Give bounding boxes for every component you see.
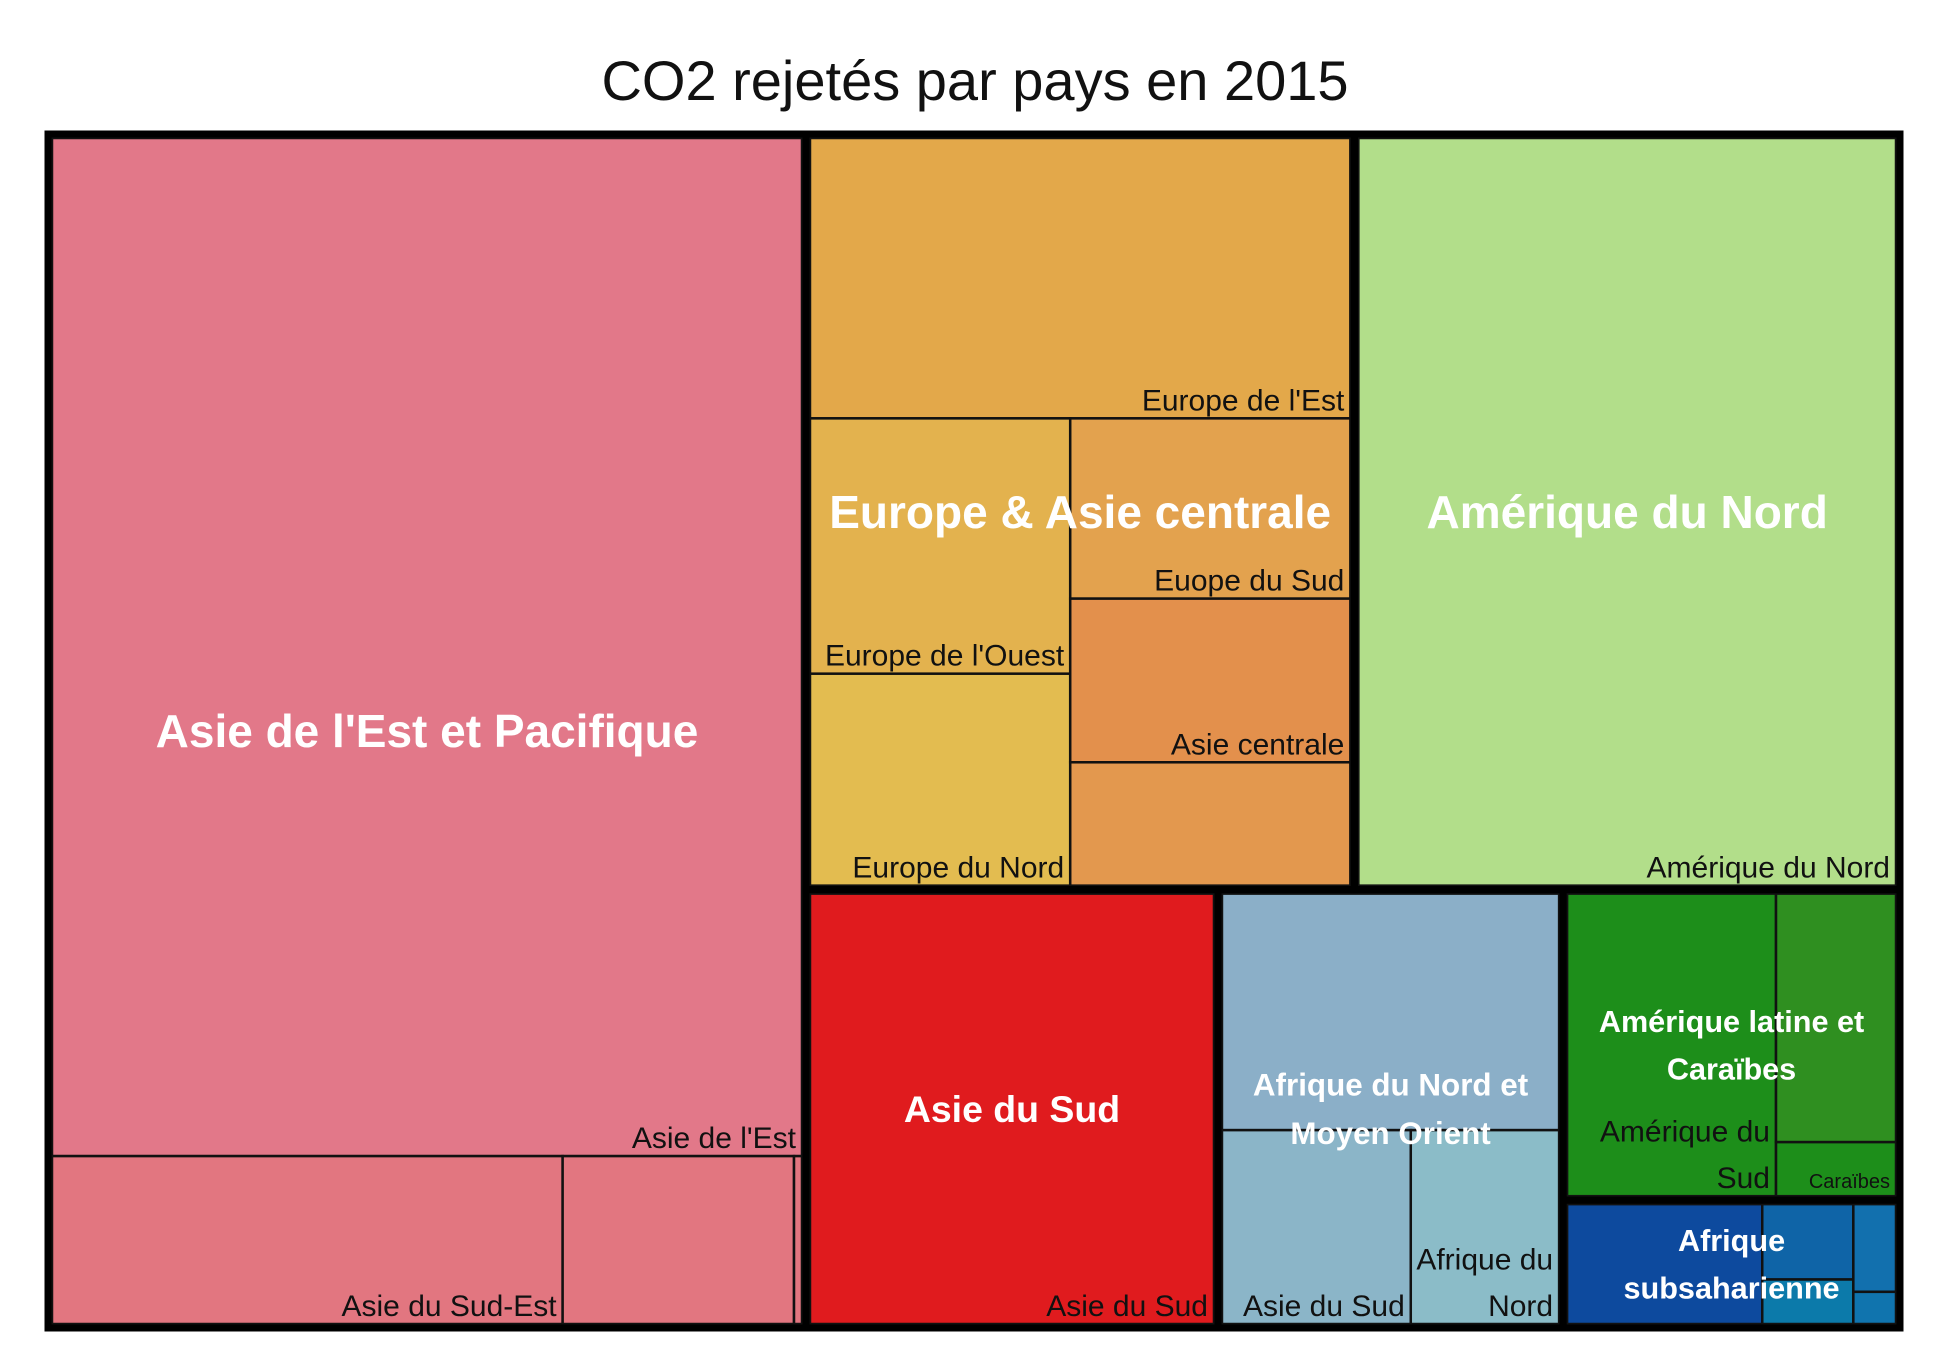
cell-europe-asie-centrale-5	[1068, 761, 1352, 887]
label-line: Amérique du	[1600, 1116, 1770, 1149]
cell-label: Asie du Sud	[1243, 1290, 1405, 1323]
cell-label: Asie du Sud	[1046, 1290, 1208, 1323]
group-label-afrique-subsaharienne: Afrique subsaharienne	[1624, 1224, 1840, 1305]
label-line: Amérique du Nord	[1647, 852, 1890, 885]
label-line: Euope du Sud	[1154, 565, 1344, 598]
treemap-child-labels: Asie de l'Est Asie du Sud-Est Europe de l'…	[342, 384, 1890, 1323]
label-line: Asie de l'Est	[632, 1122, 797, 1155]
group-label-amerique-du-nord: Amérique du Nord	[1427, 486, 1828, 538]
label-line: Amérique latine et	[1599, 1005, 1864, 1039]
treemap-group-labels: Asie de l'Est et Pacifique Europe & Asie …	[156, 486, 1865, 1306]
group-border-afrique-subsaharienne	[1559, 1196, 1904, 1332]
label-line: Europe de l'Ouest	[825, 640, 1065, 673]
cell-label: Asie du Sud-Est	[342, 1290, 558, 1323]
label-line: Europe du Nord	[852, 852, 1064, 885]
cell-asie-du-sud	[808, 892, 1216, 1326]
cell-label: Europe du Nord	[852, 852, 1064, 885]
treemap-group-borders	[44, 130, 1904, 1332]
label-line: Nord	[1488, 1290, 1553, 1323]
cell-amerique-du-sud	[1565, 892, 1778, 1198]
cell-europe-de-l-ouest	[808, 417, 1072, 675]
label-line: subsaharienne	[1624, 1272, 1840, 1306]
cell-afrique-subsaharienne-4	[1852, 1290, 1898, 1326]
label-line: Afrique du	[1416, 1244, 1553, 1277]
label-line: Caraïbes	[1667, 1052, 1796, 1086]
cell-label: Caraïbes	[1809, 1171, 1890, 1193]
group-label-europe-asie-centrale: Europe & Asie centrale	[829, 486, 1331, 538]
label-line: Afrique	[1678, 1224, 1785, 1258]
cell-afrique-du-nord	[1409, 1128, 1561, 1326]
cell-europe-du-nord	[808, 672, 1072, 887]
cell-asie-centrale	[1068, 597, 1352, 764]
cell-asie-de-l-est-et-pacifique-3	[792, 1154, 804, 1326]
label-line: Asie du Sud	[904, 1088, 1120, 1130]
label-line: Amérique du Nord	[1427, 486, 1828, 538]
label-line: Asie du Sud	[1046, 1290, 1208, 1323]
label-line: Caraïbes	[1809, 1171, 1890, 1193]
label-line: Sud	[1717, 1162, 1770, 1195]
cell-label: Europe de l'Est	[1142, 384, 1345, 417]
cell-label: Euope du Sud	[1154, 565, 1344, 598]
label-line: Asie du Sud	[1243, 1290, 1405, 1323]
cell-label: Asie centrale	[1171, 728, 1344, 761]
group-label-afrique-du-nord-et-moyen-orient: Afrique du Nord et Moyen Orient	[1253, 1067, 1529, 1151]
cell-afrique-du-nord-et-moyen-orient-0	[1220, 892, 1561, 1132]
cell-label: Asie de l'Est	[632, 1122, 797, 1155]
cell-euope-du-sud	[1068, 417, 1352, 600]
cell-label: Amérique du Nord	[1647, 852, 1890, 885]
cell-asie-de-l-est-et-pacifique-2	[561, 1154, 796, 1326]
group-label-amerique-latine-et-caraibes: Amérique latine et Caraïbes	[1599, 1005, 1864, 1086]
treemap-cells	[50, 136, 1898, 1326]
cell-label: Europe de l'Ouest	[825, 640, 1065, 673]
cell-caraibes	[1774, 1140, 1898, 1198]
cell-afrique-subsaharienne-2	[1852, 1202, 1898, 1294]
label-line: Asie centrale	[1171, 728, 1344, 761]
group-label-asie-du-sud: Asie du Sud	[904, 1088, 1120, 1130]
cell-label: Amérique du Sud	[1600, 1116, 1770, 1196]
cell-amerique-du-nord	[1357, 136, 1898, 887]
group-label-asie-de-l-est-et-pacifique: Asie de l'Est et Pacifique	[156, 705, 699, 757]
cell-afrique-subsaharienne-0	[1565, 1202, 1764, 1326]
label-line: Asie de l'Est et Pacifique	[156, 705, 699, 757]
cell-asie-de-l-est	[50, 136, 804, 1158]
label-line: Europe de l'Est	[1142, 384, 1345, 417]
chart-title: CO2 rejetés par pays en 2015	[601, 49, 1349, 112]
label-line: Asie du Sud-Est	[342, 1290, 558, 1323]
label-line: Europe & Asie centrale	[829, 486, 1331, 538]
label-line: Moyen Orient	[1290, 1116, 1491, 1151]
cell-afrique-subsaharienne-1	[1761, 1202, 1855, 1281]
label-line: Afrique du Nord et	[1253, 1067, 1529, 1102]
cell-europe-de-l-est	[808, 136, 1352, 420]
cell-label: Afrique du Nord	[1416, 1244, 1553, 1324]
cell-asie-du-sud-est	[50, 1154, 564, 1326]
cell-amerique-latine-et-caraibes-1	[1774, 892, 1898, 1144]
